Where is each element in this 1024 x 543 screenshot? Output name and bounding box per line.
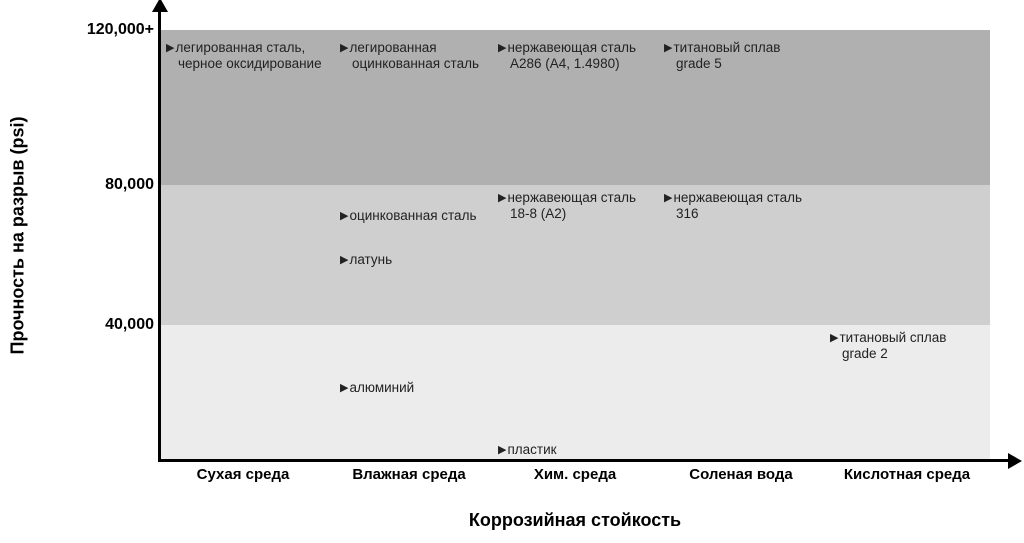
material-entry: ▶легированнаяоцинкованная сталь <box>340 40 500 71</box>
y-axis-label-text: Прочность на разрыв (psi) <box>8 116 29 354</box>
material-entry: ▶алюминий <box>340 380 500 396</box>
x-axis-arrow-icon <box>1008 453 1022 469</box>
material-label: латунь <box>349 252 392 267</box>
material-label-line2: оцинкованная сталь <box>340 56 500 72</box>
material-label: оцинкованная сталь <box>349 208 476 223</box>
triangle-marker-icon: ▶ <box>340 210 348 223</box>
material-label: алюминий <box>349 380 414 395</box>
triangle-marker-icon: ▶ <box>830 332 838 345</box>
material-label-line2: grade 2 <box>830 346 990 362</box>
material-label: легированная сталь, <box>175 40 305 55</box>
material-label-line2: черное оксидирование <box>166 56 326 72</box>
triangle-marker-icon: ▶ <box>340 42 348 55</box>
material-entry: ▶титановый сплавgrade 5 <box>664 40 824 71</box>
material-entry: ▶нержавеющая стальA286 (A4, 1.4980) <box>498 40 658 71</box>
triangle-marker-icon: ▶ <box>166 42 174 55</box>
plot-area: ▶легированная сталь,черное оксидирование… <box>160 30 990 460</box>
triangle-marker-icon: ▶ <box>664 192 672 205</box>
triangle-marker-icon: ▶ <box>498 192 506 205</box>
material-entry: ▶нержавеющая сталь18-8 (A2) <box>498 190 658 221</box>
materials-chart: Прочность на разрыв (psi) ▶легированная … <box>0 0 1024 543</box>
material-entry: ▶оцинкованная сталь <box>340 208 500 224</box>
material-label-line2: grade 5 <box>664 56 824 72</box>
triangle-marker-icon: ▶ <box>340 382 348 395</box>
material-label: нержавеющая сталь <box>507 190 636 205</box>
x-tick-label: Кислотная среда <box>824 466 990 484</box>
triangle-marker-icon: ▶ <box>340 254 348 267</box>
material-label: легированная <box>349 40 436 55</box>
material-label: пластик <box>507 442 556 457</box>
y-tick-label: 80,000 <box>44 176 154 194</box>
triangle-marker-icon: ▶ <box>498 42 506 55</box>
material-entry: ▶легированная сталь,черное оксидирование <box>166 40 326 71</box>
material-label-line2: 18-8 (A2) <box>498 206 658 222</box>
y-axis-arrow-icon <box>152 0 168 12</box>
x-axis-line <box>158 459 1012 462</box>
material-entry: ▶нержавеющая сталь316 <box>664 190 824 221</box>
x-tick-label: Соленая вода <box>658 466 824 484</box>
x-tick-label: Влажная среда <box>326 466 492 484</box>
material-label: титановый сплав <box>839 330 946 345</box>
material-entry: ▶латунь <box>340 252 500 268</box>
material-entry: ▶пластик <box>498 442 658 458</box>
x-axis-label: Коррозийная стойкость <box>160 510 990 531</box>
material-label-line2: 316 <box>664 206 824 222</box>
triangle-marker-icon: ▶ <box>498 444 506 457</box>
material-label-line2: A286 (A4, 1.4980) <box>498 56 658 72</box>
material-entry: ▶титановый сплавgrade 2 <box>830 330 990 361</box>
material-label: нержавеющая сталь <box>673 190 802 205</box>
y-tick-label: 40,000 <box>44 316 154 334</box>
material-label: нержавеющая сталь <box>507 40 636 55</box>
material-label: титановый сплав <box>673 40 780 55</box>
y-tick-label: 120,000+ <box>44 21 154 39</box>
y-axis-line <box>158 6 161 462</box>
y-axis-label: Прочность на разрыв (psi) <box>0 0 36 470</box>
x-tick-label: Хим. среда <box>492 466 658 484</box>
triangle-marker-icon: ▶ <box>664 42 672 55</box>
x-tick-label: Сухая среда <box>160 466 326 484</box>
